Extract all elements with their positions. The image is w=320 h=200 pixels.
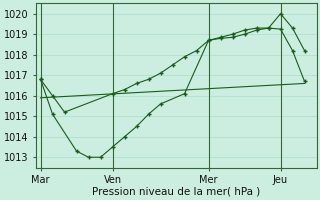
X-axis label: Pression niveau de la mer( hPa ): Pression niveau de la mer( hPa ) [92, 187, 260, 197]
